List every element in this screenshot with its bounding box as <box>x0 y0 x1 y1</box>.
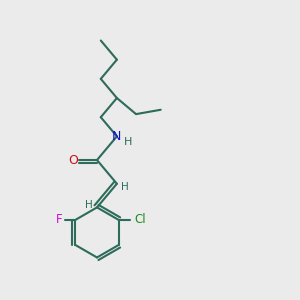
Text: O: O <box>68 154 78 166</box>
Text: H: H <box>85 200 93 210</box>
Text: H: H <box>124 137 132 147</box>
Text: F: F <box>56 213 62 226</box>
Text: N: N <box>112 130 121 143</box>
Text: H: H <box>121 182 129 192</box>
Text: Cl: Cl <box>134 213 146 226</box>
